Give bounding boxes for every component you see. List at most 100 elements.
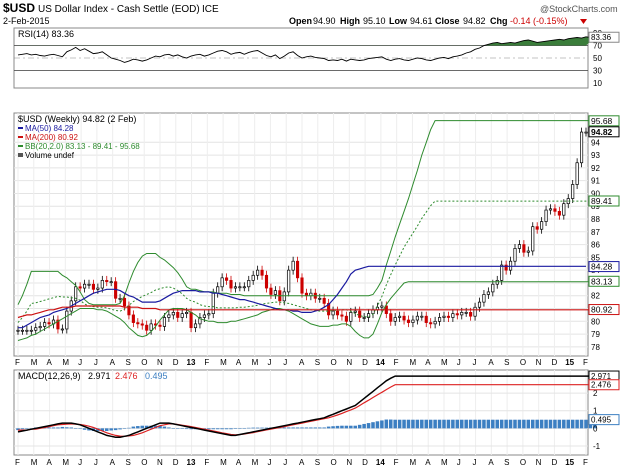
price-candle (438, 317, 442, 322)
month-label: A (47, 358, 53, 367)
macd-tag-text: 2.971 (591, 372, 612, 381)
month-label: O (331, 458, 337, 467)
price-candle (225, 277, 229, 281)
macd-histogram-bar (127, 427, 131, 429)
macd-histogram-bar (300, 427, 304, 429)
close-label: Close (435, 16, 460, 26)
low-value: 94.61 (410, 16, 433, 26)
rsi-tick-label: 70 (593, 42, 602, 51)
month-label: 13 (187, 358, 196, 367)
month-label: J (457, 458, 461, 467)
price-candle (180, 313, 184, 318)
hist-value: 0.495 (145, 371, 168, 381)
open-label: Open (289, 16, 312, 26)
price-candle (296, 260, 300, 279)
ma200-line (17, 305, 595, 319)
price-candle (335, 310, 340, 316)
price-tick-label: 82 (591, 292, 600, 301)
macd-histogram-bar (118, 428, 122, 430)
month-label: A (488, 458, 494, 467)
price-candle (273, 290, 277, 295)
ma200-swatch (18, 136, 23, 138)
month-label: J (78, 458, 82, 467)
macd-histogram-bar (171, 428, 176, 429)
close-value: 94.82 (463, 16, 486, 26)
macd-histogram-bar (513, 419, 517, 429)
symbol: $USD (3, 1, 35, 15)
month-label: M (220, 358, 227, 367)
macd-histogram-bar (184, 428, 189, 430)
legend-ma200: MA(200) 80.92 (25, 133, 78, 142)
price-candle (211, 292, 215, 314)
month-label: F (204, 458, 209, 467)
price-candle (486, 291, 490, 295)
macd-histogram-bar (78, 428, 82, 429)
legend-volume: Volume undef (25, 151, 75, 160)
macd-histogram-bar (428, 419, 433, 429)
price-candle (446, 315, 450, 318)
macd-histogram-bar (437, 419, 442, 429)
price-candle (571, 184, 575, 199)
macd-tick-label: 1 (593, 407, 598, 416)
price-candle (362, 317, 366, 319)
price-candle (433, 320, 437, 325)
macd-histogram-bar (224, 428, 229, 430)
month-label: F (15, 358, 20, 367)
macd-histogram-bar (255, 427, 260, 429)
month-label: M (409, 458, 416, 467)
month-label: A (236, 358, 242, 367)
macd-histogram-bar (495, 419, 500, 429)
volume-swatch (18, 153, 23, 157)
price-candle (282, 291, 286, 302)
macd-histogram-bar (424, 419, 429, 429)
price-candle (429, 322, 433, 325)
month-label: O (141, 458, 147, 467)
price-candle (131, 314, 135, 323)
macd-histogram-bar (357, 424, 362, 429)
macd-histogram-bar (317, 427, 322, 429)
price-candle (531, 226, 535, 252)
price-candle (47, 322, 51, 325)
macd-histogram-bar (211, 428, 216, 430)
macd-histogram-bar (220, 428, 224, 430)
macd-histogram-bar (25, 428, 29, 429)
macd-histogram-bar (349, 425, 353, 429)
macd-histogram-bar (504, 419, 508, 429)
month-label: J (473, 458, 477, 467)
month-label: 14 (376, 358, 385, 367)
month-label: J (473, 358, 477, 367)
price-tag-text: 94.82 (591, 127, 613, 137)
macd-tag-box (588, 414, 620, 426)
macd-histogram-bar (162, 426, 167, 429)
macd-histogram-bar (326, 426, 331, 429)
price-candle (358, 310, 362, 318)
price-candle (322, 297, 326, 304)
price-candle (318, 297, 322, 300)
macd-histogram-bar (344, 425, 349, 429)
price-tick-label: 86 (591, 241, 600, 250)
macd-histogram-bar (286, 427, 291, 429)
price-tick-label: 89 (591, 202, 600, 211)
month-label: 15 (565, 358, 574, 367)
month-label: N (536, 458, 542, 467)
price-candle (464, 312, 468, 314)
price-tick-label: 87 (591, 228, 600, 237)
month-label: M (31, 458, 38, 467)
macd-histogram-bar (65, 427, 69, 429)
price-candle (145, 324, 149, 331)
rsi-value-tag: 83.36 (588, 31, 620, 43)
macd-histogram-bar (282, 427, 287, 429)
month-label: D (362, 458, 368, 467)
macd-tag-box (588, 379, 620, 391)
price-candle (229, 280, 233, 289)
month-label: O (520, 358, 526, 367)
macd-histogram-bar (69, 427, 74, 429)
legend-ma50: MA(50) 84.28 (25, 124, 74, 133)
price-candle (389, 313, 393, 322)
macd-histogram-bar (562, 419, 566, 429)
rsi-tag-text: 83.36 (591, 33, 612, 42)
down-arrow-icon (580, 19, 587, 24)
brand-logo: @StockCharts.com (540, 4, 618, 14)
macd-tick-label: 2 (593, 389, 598, 398)
price-candle (269, 287, 273, 295)
